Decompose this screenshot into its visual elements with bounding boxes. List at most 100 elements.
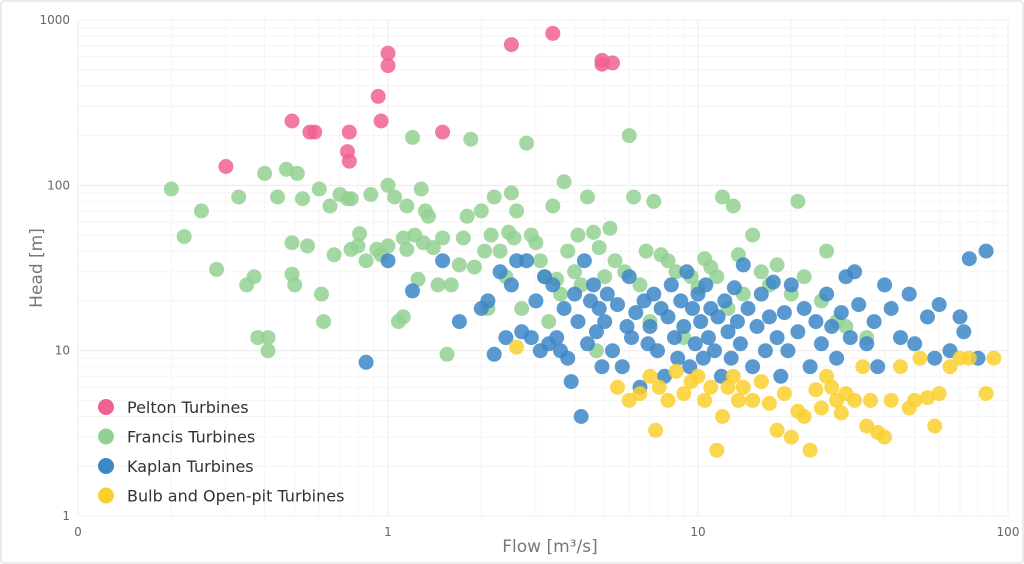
- data-point: [796, 301, 812, 316]
- data-point: [295, 191, 310, 207]
- data-point: [650, 343, 665, 359]
- x-tick-label: 10: [690, 525, 705, 539]
- data-point: [477, 243, 493, 259]
- data-point: [757, 343, 773, 359]
- data-point: [284, 113, 300, 129]
- data-point: [231, 189, 247, 205]
- data-point: [769, 257, 785, 273]
- data-point: [430, 277, 446, 293]
- data-point: [486, 189, 502, 205]
- data-point: [270, 189, 285, 205]
- data-point: [715, 189, 730, 205]
- legend: Pelton Turbines Francis Turbines Kaplan Tu…: [98, 398, 344, 506]
- data-point: [519, 253, 535, 269]
- legend-marker: [98, 428, 114, 445]
- data-point: [509, 203, 525, 219]
- data-point: [399, 241, 415, 257]
- data-point: [341, 124, 357, 140]
- data-point: [819, 286, 835, 302]
- data-point: [729, 314, 745, 330]
- data-point: [703, 379, 719, 395]
- data-point: [829, 350, 845, 366]
- data-point: [628, 305, 644, 321]
- data-point: [717, 293, 733, 309]
- data-point: [250, 330, 266, 346]
- data-point: [523, 330, 539, 346]
- data-point: [413, 181, 429, 197]
- data-point: [257, 165, 273, 181]
- data-point: [952, 309, 968, 325]
- data-point: [901, 286, 917, 302]
- data-point: [363, 187, 379, 202]
- data-point: [776, 386, 792, 402]
- data-point: [978, 386, 994, 402]
- data-point: [549, 330, 565, 346]
- data-point: [588, 324, 604, 340]
- data-point: [473, 203, 489, 219]
- data-point: [514, 301, 530, 316]
- series-1: [218, 25, 620, 174]
- data-point: [907, 392, 923, 408]
- data-point: [591, 301, 607, 316]
- data-point: [893, 359, 908, 375]
- data-point: [697, 392, 713, 408]
- data-point: [709, 269, 725, 285]
- y-tick-label: 1: [62, 509, 70, 523]
- data-point: [218, 159, 234, 174]
- data-point: [710, 309, 726, 325]
- data-point: [586, 224, 601, 240]
- data-point: [594, 359, 610, 375]
- data-point: [642, 368, 658, 384]
- data-point: [961, 251, 977, 267]
- data-point: [610, 297, 625, 313]
- data-point: [358, 354, 374, 370]
- data-point: [532, 253, 548, 269]
- data-point: [813, 400, 829, 416]
- data-point: [509, 339, 525, 355]
- data-point: [193, 203, 209, 219]
- legend-marker: [98, 399, 114, 415]
- data-point: [626, 189, 642, 205]
- data-point: [956, 324, 972, 340]
- data-point: [723, 350, 739, 366]
- data-point: [687, 336, 703, 352]
- y-tick-label: 1000: [39, 13, 70, 27]
- data-point: [632, 386, 648, 402]
- data-point: [425, 240, 441, 256]
- data-point: [605, 55, 620, 71]
- data-point: [260, 330, 276, 346]
- data-point: [866, 314, 882, 330]
- data-point: [599, 286, 615, 302]
- data-point: [877, 429, 893, 445]
- data-point: [209, 261, 225, 277]
- data-point: [405, 283, 420, 299]
- x-tick-label: 100: [997, 525, 1020, 539]
- data-point: [246, 269, 262, 285]
- data-point: [387, 189, 403, 205]
- data-point: [287, 277, 303, 293]
- data-point: [563, 374, 579, 390]
- data-point: [284, 235, 300, 251]
- data-point: [842, 330, 858, 346]
- data-point: [796, 409, 812, 424]
- data-point: [931, 297, 947, 313]
- legend-item: Francis Turbines: [98, 428, 255, 447]
- data-point: [341, 153, 357, 169]
- data-point: [735, 257, 751, 273]
- data-point: [883, 301, 899, 316]
- data-point: [648, 422, 664, 438]
- data-point: [380, 58, 396, 74]
- data-point: [769, 422, 785, 438]
- data-point: [451, 257, 467, 273]
- data-point: [463, 131, 479, 147]
- data-point: [570, 227, 586, 243]
- data-point: [642, 319, 658, 334]
- data-point: [745, 392, 761, 408]
- x-axis-title: Flow [m³/s]: [502, 537, 597, 557]
- data-point: [573, 409, 589, 424]
- legend-marker: [98, 458, 114, 474]
- data-point: [503, 185, 519, 201]
- data-point: [907, 336, 923, 352]
- data-point: [435, 230, 451, 246]
